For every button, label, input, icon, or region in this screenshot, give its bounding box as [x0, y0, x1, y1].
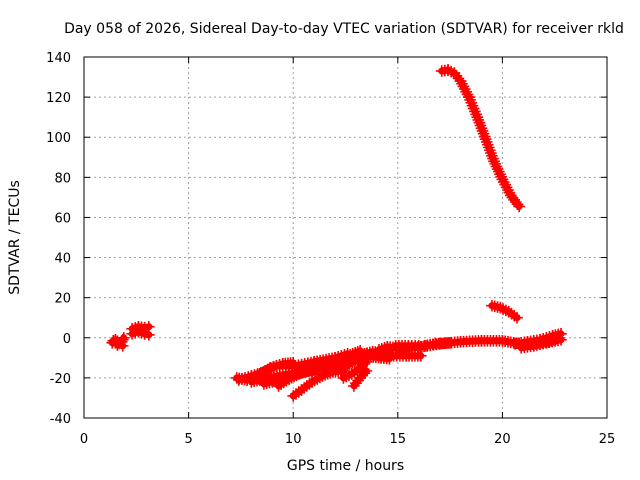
data-point — [444, 336, 456, 349]
x-tick-label: 20 — [494, 432, 511, 447]
x-tick-label: 5 — [184, 432, 192, 447]
data-point — [334, 353, 346, 366]
data-point — [346, 348, 359, 360]
y-tick-label: -40 — [50, 412, 71, 427]
data-point — [339, 351, 351, 363]
data-point — [358, 367, 371, 380]
data-point — [290, 369, 303, 382]
data-point — [341, 350, 354, 362]
data-point — [283, 373, 295, 385]
series-layer — [106, 64, 567, 402]
data-point — [308, 363, 320, 375]
data-point — [354, 372, 366, 384]
y-axis-label: SDTVAR / TECUs — [7, 180, 23, 295]
y-tick-label: 140 — [46, 51, 71, 66]
data-point — [258, 366, 270, 378]
plot-frame — [83, 56, 608, 419]
data-point — [138, 327, 151, 340]
chart-title: Day 058 of 2026, Sidereal Day-to-day VTE… — [64, 21, 624, 37]
data-point — [344, 349, 356, 361]
y-tick-label: 40 — [54, 252, 71, 267]
x-tick-label: 0 — [80, 432, 88, 447]
x-tick-label: 25 — [599, 432, 616, 447]
data-point — [351, 346, 364, 358]
data-point — [111, 335, 124, 348]
y-tick-label: 0 — [63, 332, 71, 347]
x-tick-label: 10 — [285, 432, 302, 447]
data-point — [329, 356, 341, 368]
data-point — [260, 364, 273, 377]
data-point — [336, 352, 349, 365]
y-tick-label: 120 — [46, 91, 71, 106]
x-tick-label: 15 — [390, 432, 407, 447]
y-tick-label: -20 — [50, 372, 71, 387]
data-point — [358, 358, 371, 370]
data-point — [293, 368, 305, 380]
data-point — [268, 361, 280, 373]
data-point — [553, 331, 565, 344]
data-point — [116, 340, 129, 352]
y-tick-label: 80 — [54, 171, 71, 186]
y-tick-label: 100 — [46, 131, 71, 146]
data-point — [263, 363, 275, 376]
data-point — [356, 369, 369, 382]
data-point — [143, 328, 155, 341]
x-axis-label: GPS time / hours — [287, 458, 404, 474]
data-point — [513, 200, 525, 213]
y-tick-label: 60 — [54, 211, 71, 226]
series-sdtvar — [106, 64, 567, 402]
y-tick-label: 20 — [54, 292, 71, 307]
data-point — [349, 347, 361, 359]
data-point — [511, 311, 523, 324]
ticks: 0 5 10 15 20 25 -40 -20 0 20 40 60 80 100 120 140 — [46, 51, 615, 447]
data-point — [285, 371, 298, 384]
data-point — [117, 331, 130, 344]
data-point — [511, 198, 524, 211]
data-point — [360, 365, 373, 377]
data-point — [288, 370, 300, 383]
data-point — [331, 354, 344, 367]
